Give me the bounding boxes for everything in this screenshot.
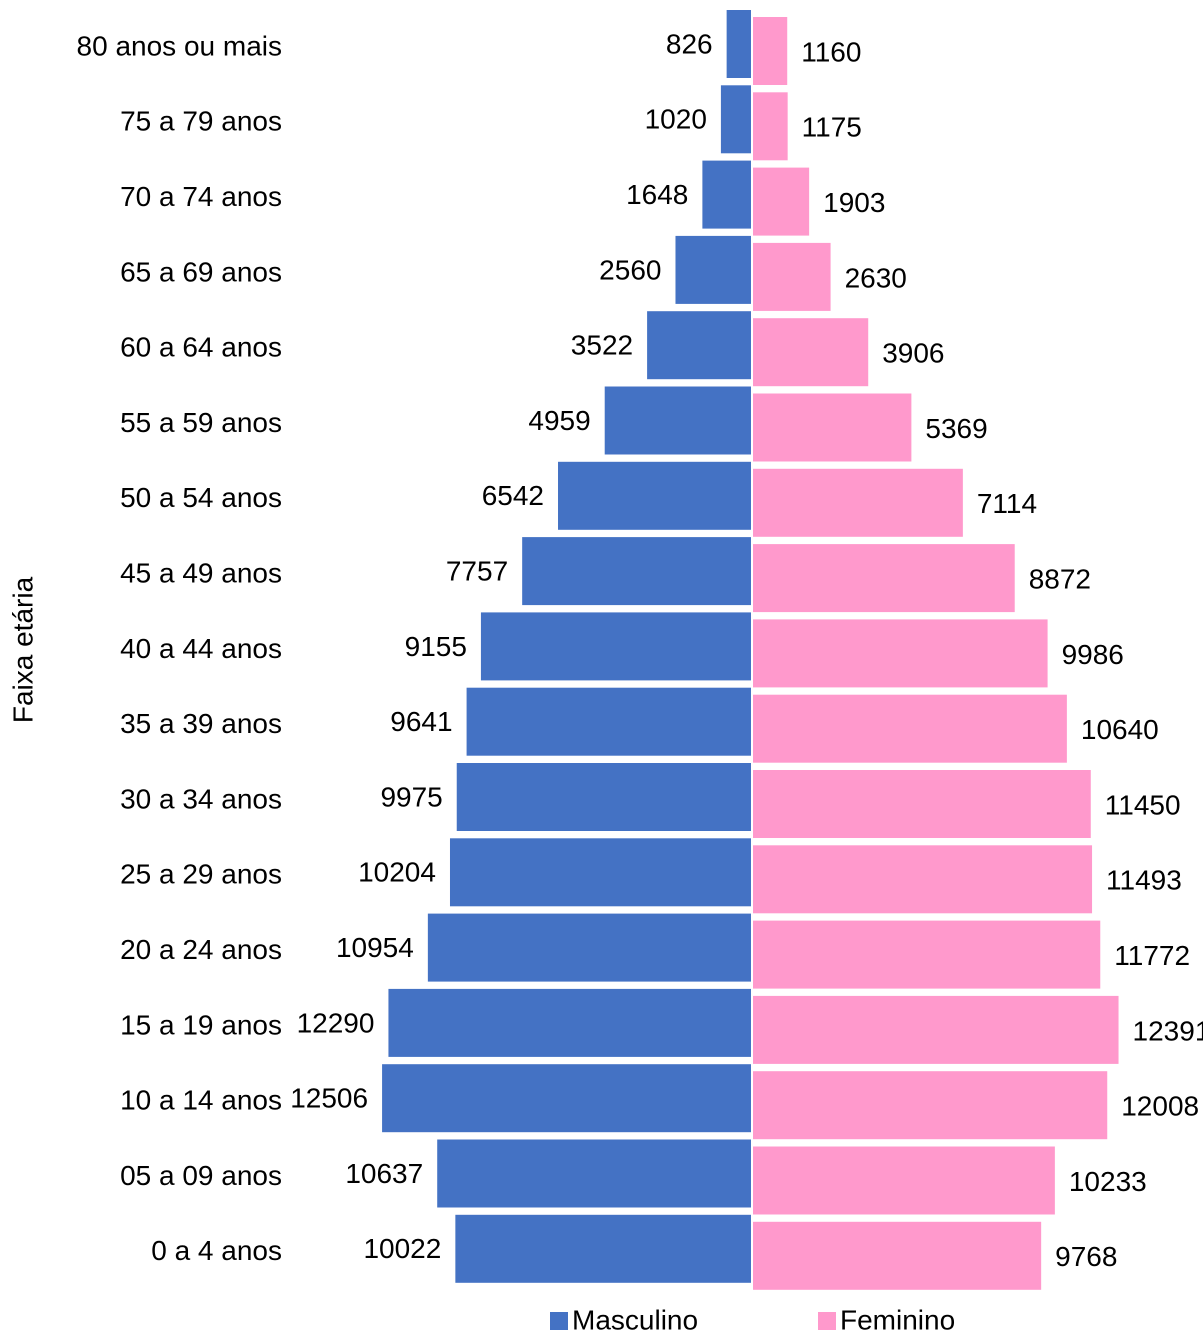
category-label: 40 a 44 anos — [120, 633, 282, 664]
value-label: 11450 — [1105, 789, 1181, 820]
category-label: 60 a 64 anos — [120, 332, 282, 363]
bar — [753, 619, 1048, 688]
category-label: 65 a 69 anos — [120, 256, 282, 287]
category-label: 15 a 19 anos — [120, 1009, 282, 1040]
value-label: 1020 — [645, 104, 707, 135]
value-label: 3522 — [571, 330, 633, 361]
bar — [753, 393, 912, 462]
value-label: 8872 — [1029, 563, 1091, 594]
value-label: 2560 — [599, 254, 661, 285]
value-label: 5369 — [925, 413, 987, 444]
value-label: 12506 — [290, 1083, 368, 1114]
value-label: 3906 — [882, 338, 944, 369]
category-label: 20 a 24 anos — [120, 934, 282, 965]
bar — [753, 92, 788, 161]
category-label: 75 a 79 anos — [120, 106, 282, 137]
bar — [675, 235, 751, 304]
category-label: 05 a 09 anos — [120, 1160, 282, 1191]
value-label: 11493 — [1106, 865, 1182, 896]
bar — [753, 17, 788, 85]
value-label: 7114 — [977, 488, 1037, 519]
category-label: 35 a 39 anos — [120, 708, 282, 739]
value-label: 9641 — [390, 706, 452, 737]
value-label: 1160 — [801, 36, 861, 67]
bar — [753, 995, 1119, 1064]
legend-swatch — [818, 1312, 836, 1330]
bar — [726, 10, 751, 78]
bar — [753, 544, 1015, 613]
value-label: 1175 — [802, 112, 862, 143]
bar — [702, 160, 751, 229]
bar — [753, 770, 1091, 838]
bar — [449, 838, 751, 907]
bar — [455, 1214, 751, 1283]
value-label: 11772 — [1114, 940, 1190, 971]
category-label: 0 a 4 anos — [151, 1235, 282, 1266]
bar — [427, 913, 751, 982]
bar — [753, 318, 869, 387]
bar — [753, 1221, 1042, 1290]
y-axis-label: Faixa etária — [7, 576, 38, 723]
category-label: 50 a 54 anos — [120, 482, 282, 513]
value-label: 10022 — [363, 1233, 441, 1264]
bar — [753, 845, 1093, 914]
bar — [753, 920, 1101, 989]
legend-label: Masculino — [572, 1304, 698, 1335]
bar — [456, 763, 751, 831]
value-label: 1903 — [823, 187, 885, 218]
value-label: 9155 — [405, 631, 467, 662]
value-label: 12008 — [1121, 1091, 1199, 1122]
legend-swatch — [550, 1312, 568, 1330]
value-label: 9975 — [380, 781, 442, 812]
bar — [753, 1146, 1055, 1215]
value-label: 12290 — [297, 1007, 375, 1038]
category-label: 30 a 34 anos — [120, 783, 282, 814]
value-label: 826 — [666, 28, 713, 59]
bar — [388, 988, 751, 1057]
bar — [522, 537, 751, 606]
value-label: 2630 — [845, 262, 907, 293]
value-label: 4959 — [528, 405, 590, 436]
bar — [558, 461, 751, 530]
value-label: 7757 — [446, 555, 508, 586]
bar — [647, 311, 751, 380]
category-label: 80 anos ou mais — [77, 30, 282, 61]
value-label: 6542 — [482, 480, 544, 511]
bar — [753, 468, 963, 537]
bar — [720, 85, 751, 154]
value-label: 12391 — [1133, 1015, 1203, 1046]
bar — [466, 687, 751, 756]
category-label: 45 a 49 anos — [120, 557, 282, 588]
value-label: 10204 — [358, 857, 436, 888]
value-label: 10233 — [1069, 1166, 1147, 1197]
value-label: 10640 — [1081, 714, 1159, 745]
bar — [382, 1064, 751, 1133]
legend-label: Feminino — [840, 1304, 955, 1335]
bar — [753, 1071, 1108, 1140]
bar — [753, 694, 1067, 763]
value-label: 1648 — [626, 179, 688, 210]
value-label: 10954 — [336, 932, 414, 963]
category-label: 25 a 29 anos — [120, 859, 282, 890]
value-label: 9986 — [1062, 639, 1124, 670]
category-label: 55 a 59 anos — [120, 407, 282, 438]
value-label: 9768 — [1055, 1241, 1117, 1272]
bar — [437, 1139, 751, 1208]
category-label: 10 a 14 anos — [120, 1085, 282, 1116]
category-label: 70 a 74 anos — [120, 181, 282, 212]
value-label: 10637 — [345, 1158, 423, 1189]
bar — [480, 612, 751, 681]
bar — [604, 386, 751, 455]
bar — [753, 242, 831, 311]
bar — [753, 167, 810, 236]
